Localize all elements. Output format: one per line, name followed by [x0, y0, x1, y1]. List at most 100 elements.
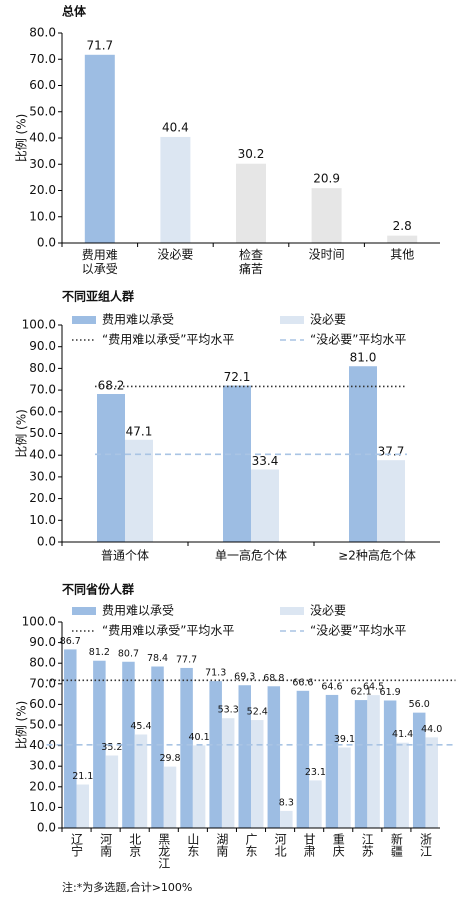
y-tick-label: 90.0 [29, 635, 56, 649]
x-tick-label-line: 以承受 [82, 262, 118, 276]
value-label: 44.0 [421, 724, 442, 735]
y-tick-label: 40.0 [29, 738, 56, 752]
bar [311, 188, 342, 243]
y-tick-label: 60.0 [29, 78, 56, 92]
value-label: 81.0 [350, 351, 377, 365]
x-tick-label: 没必要 [157, 247, 193, 262]
legend-label: 费用难以承受 [102, 604, 174, 618]
value-label: 52.4 [247, 707, 268, 718]
x-tick-label-line: 痛苦 [239, 261, 263, 276]
bar [387, 235, 418, 243]
bar [105, 755, 119, 828]
x-tick-label: 河北 [273, 833, 287, 858]
bar [76, 784, 90, 828]
value-label: 68.8 [263, 673, 284, 684]
value-label: 30.2 [238, 147, 265, 161]
bar [84, 54, 115, 243]
bar [163, 766, 177, 828]
bar [377, 460, 405, 542]
legend-label: “没必要”平均水平 [310, 623, 406, 638]
x-tick-label: 浙江 [418, 833, 432, 857]
value-label: 23.1 [305, 767, 326, 778]
legend-label: 没必要 [310, 603, 346, 618]
legend-swatch [280, 316, 304, 324]
value-label: 64.5 [363, 682, 384, 693]
value-label: 64.6 [321, 681, 342, 692]
bar [325, 694, 339, 828]
x-tick-label: 费用难以承受 [82, 248, 118, 276]
value-label: 71.7 [86, 38, 113, 52]
value-label: 71.3 [205, 668, 226, 679]
x-tick-label: 河南 [99, 833, 113, 857]
bar [180, 667, 193, 828]
y-tick-label: 40.0 [29, 131, 56, 145]
value-label: 86.7 [60, 636, 81, 647]
value-label: 62.1 [350, 687, 371, 698]
value-label: 47.1 [126, 424, 153, 438]
y-tick-label: 10.0 [29, 209, 56, 223]
bar [64, 649, 77, 828]
bar [367, 695, 380, 828]
x-tick-label-line: 费用难 [82, 248, 118, 262]
y-tick-label: 50.0 [29, 426, 56, 440]
y-tick-label: 70.0 [29, 52, 56, 66]
value-label: 40.4 [162, 120, 189, 134]
y-tick-label: 0.0 [37, 236, 56, 250]
y-tick-label: 20.0 [29, 183, 56, 197]
value-label: 81.2 [89, 647, 110, 658]
y-tick-label: 20.0 [29, 779, 56, 793]
y-axis-label: 比例 (%) [15, 701, 29, 750]
y-tick-label: 80.0 [29, 361, 56, 375]
y-tick-label: 80.0 [29, 656, 56, 670]
y-tick-label: 90.0 [29, 339, 56, 353]
legend-label: “没必要”平均水平 [310, 332, 406, 347]
bar [280, 810, 293, 828]
value-label: 35.2 [101, 742, 122, 753]
bar [396, 742, 409, 828]
x-tick-label: 没时间 [309, 247, 345, 262]
value-label: 78.4 [147, 653, 168, 664]
bar [209, 681, 222, 828]
x-tick-label: 山东 [186, 833, 200, 857]
legend-swatch [280, 607, 304, 615]
y-tick-label: 30.0 [29, 157, 56, 171]
y-tick-label: 50.0 [29, 104, 56, 118]
value-label: 66.6 [292, 677, 313, 688]
y-tick-label: 30.0 [29, 469, 56, 483]
value-label: 39.1 [334, 734, 355, 745]
y-tick-label: 10.0 [29, 513, 56, 527]
value-label: 21.1 [72, 771, 93, 782]
x-tick-label: 新疆 [389, 832, 403, 857]
y-tick-label: 70.0 [29, 383, 56, 397]
y-tick-label: 20.0 [29, 491, 56, 505]
legend-label: 费用难以承受 [102, 313, 174, 327]
y-tick-label: 0.0 [37, 821, 56, 835]
x-tick-label: 其他 [390, 248, 414, 262]
x-tick-label: 湖南 [215, 832, 229, 857]
x-tick-label-line: 检查 [239, 247, 263, 262]
y-tick-label: 100.0 [22, 615, 56, 629]
legend-label: “费用难以承受”平均水平 [102, 624, 234, 638]
x-tick-label: 甘肃 [302, 833, 316, 858]
value-label: 56.0 [409, 699, 430, 710]
bar [425, 737, 438, 828]
chart-title: 不同亚组人群 [62, 289, 134, 304]
y-tick-label: 10.0 [29, 800, 56, 814]
value-label: 20.9 [313, 172, 340, 186]
note: 注:*为多选题,合计>100% [62, 880, 192, 894]
x-tick-label: 检查痛苦 [239, 247, 263, 276]
value-label: 80.7 [118, 648, 139, 659]
y-tick-label: 40.0 [29, 448, 56, 462]
x-tick-label: ≥2种高危个体 [338, 548, 416, 563]
chart-title: 总体 [62, 4, 87, 19]
bar [236, 163, 266, 243]
y-axis-label: 比例 (%) [15, 409, 29, 458]
y-tick-label: 60.0 [29, 697, 56, 711]
value-label: 37.7 [378, 445, 405, 459]
bar [134, 734, 148, 828]
x-tick-label: 北京 [128, 833, 142, 858]
x-tick-label: 重庆 [331, 833, 345, 857]
value-label: 33.4 [252, 454, 279, 468]
x-tick-label: 广东 [244, 833, 258, 857]
